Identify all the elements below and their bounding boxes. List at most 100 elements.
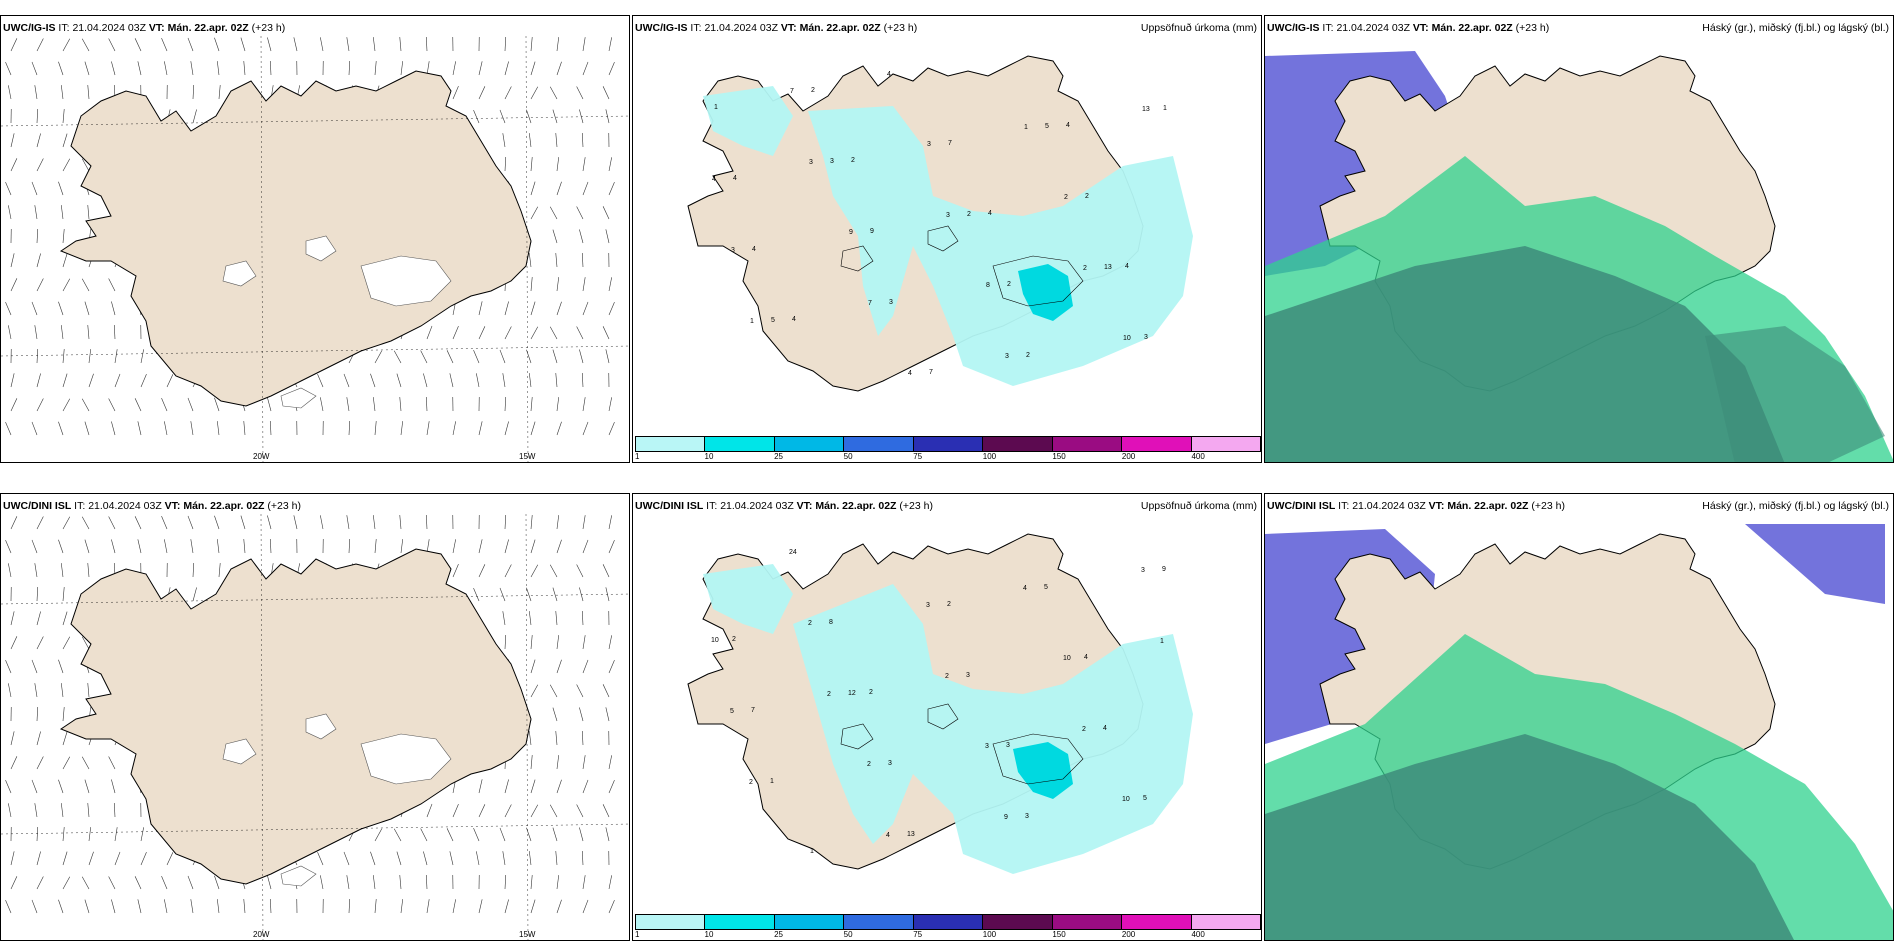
wind-barb — [370, 373, 376, 388]
precip-value-label: 1 — [770, 778, 774, 785]
wind-barb — [478, 326, 486, 340]
precip-value-label: 7 — [751, 707, 755, 714]
wind-barb — [31, 779, 38, 794]
wind-barb — [556, 899, 562, 914]
precip-value-label: 3 — [889, 299, 893, 306]
wind-barb — [87, 325, 90, 340]
wind-barb — [504, 326, 512, 340]
wind-barb — [556, 277, 560, 292]
wind-barb — [10, 373, 15, 388]
wind-barb — [608, 635, 612, 650]
wind-barb — [602, 206, 610, 220]
wind-barb — [114, 827, 118, 842]
colorbar-swatch — [1052, 437, 1123, 451]
wind-barb — [549, 206, 558, 220]
precip-value-label: 3 — [966, 672, 970, 679]
panel-precip-bottom: UWC/DINI ISL IT: 21.04.2024 03Z VT: Mán.… — [632, 493, 1262, 941]
wind-barb — [473, 587, 480, 602]
wind-barb — [530, 635, 533, 650]
precip-value-label: 9 — [1162, 566, 1166, 573]
wind-barb — [555, 253, 558, 268]
wind-barb — [504, 421, 509, 436]
wind-barb — [549, 804, 558, 818]
wind-barb — [62, 731, 68, 746]
panel-header: UWC/IG-IS IT: 21.04.2024 03Z VT: Mán. 22… — [3, 22, 286, 34]
wind-barb — [111, 539, 116, 554]
wind-barb — [10, 636, 18, 650]
wind-barb — [137, 61, 142, 76]
wind-barb — [62, 516, 71, 530]
wind-barb — [423, 373, 428, 388]
wind-barb — [134, 398, 142, 412]
wind-barb — [243, 421, 246, 436]
wind-barb — [218, 85, 221, 100]
wind-barb — [556, 421, 562, 436]
wind-barb — [10, 158, 18, 172]
precip-value-label: 10 — [1063, 655, 1071, 662]
wind-barb — [555, 133, 558, 148]
wind-barb — [216, 899, 220, 914]
wind-barb — [62, 278, 71, 292]
wind-barb — [555, 851, 558, 866]
wind-barb — [192, 563, 195, 578]
precip-value-label: 2 — [1026, 352, 1030, 359]
precip-value-label: 3 — [888, 760, 892, 767]
wind-barb — [374, 61, 377, 76]
wind-barb — [10, 851, 15, 866]
wind-barb — [478, 779, 483, 794]
wind-barb — [134, 516, 142, 530]
wind-barb — [608, 181, 615, 196]
wind-barb — [58, 779, 64, 794]
wind-barb — [62, 349, 65, 364]
panel-right-title: Háský (gr.), miðský (fj.bl.) og lágský (… — [1702, 500, 1889, 512]
wind-barb — [10, 278, 18, 292]
wind-barb — [140, 827, 144, 842]
wind-barb — [320, 397, 324, 412]
colorbar-tick-label: 10 — [704, 930, 714, 939]
wind-barb — [374, 899, 377, 914]
wind-barb — [293, 37, 298, 52]
wind-barb — [502, 611, 506, 626]
wind-barb — [84, 899, 90, 914]
wind-barb — [552, 349, 558, 364]
wind-barb — [81, 756, 90, 770]
panel-header: UWC/DINI ISL IT: 21.04.2024 03Z VT: Mán.… — [1267, 500, 1889, 512]
wind-barb — [530, 755, 533, 770]
wind-barb — [552, 707, 558, 722]
precip-value-label: 3 — [830, 158, 834, 165]
cloud-high-area — [1265, 734, 1794, 940]
glacier-hofsjokull — [305, 713, 337, 740]
wind-barb — [426, 539, 430, 554]
wind-barb — [605, 349, 610, 364]
wind-barb — [530, 804, 539, 818]
wind-barb — [452, 61, 456, 76]
wind-barb — [243, 539, 246, 554]
wind-barb — [605, 707, 610, 722]
wind-barb — [140, 349, 144, 364]
wind-barb — [60, 563, 64, 578]
wind-barb — [5, 181, 12, 196]
wind-barb — [10, 756, 18, 770]
wind-barb — [426, 421, 430, 436]
wind-barb — [608, 875, 612, 890]
wind-barb — [399, 397, 402, 412]
precip-value-label: 3 — [1025, 813, 1029, 820]
precip-value-label: 10 — [1123, 335, 1131, 342]
wind-barb — [605, 827, 610, 842]
wind-barb — [166, 374, 174, 388]
wind-barb — [449, 851, 454, 866]
wind-barb — [60, 325, 64, 340]
wind-barb — [504, 37, 507, 52]
wind-barb — [372, 875, 376, 890]
wind-barb — [36, 133, 41, 148]
wind-barb — [504, 804, 512, 818]
wind-barb — [502, 133, 506, 148]
wind-barb — [530, 659, 536, 674]
colorbar-swatch — [1191, 437, 1260, 451]
wind-barb — [34, 803, 38, 818]
wind-barb — [114, 373, 121, 388]
wind-barb — [582, 301, 589, 316]
wind-barb — [556, 397, 560, 412]
wind-barb — [608, 899, 615, 914]
wind-barb — [426, 61, 430, 76]
